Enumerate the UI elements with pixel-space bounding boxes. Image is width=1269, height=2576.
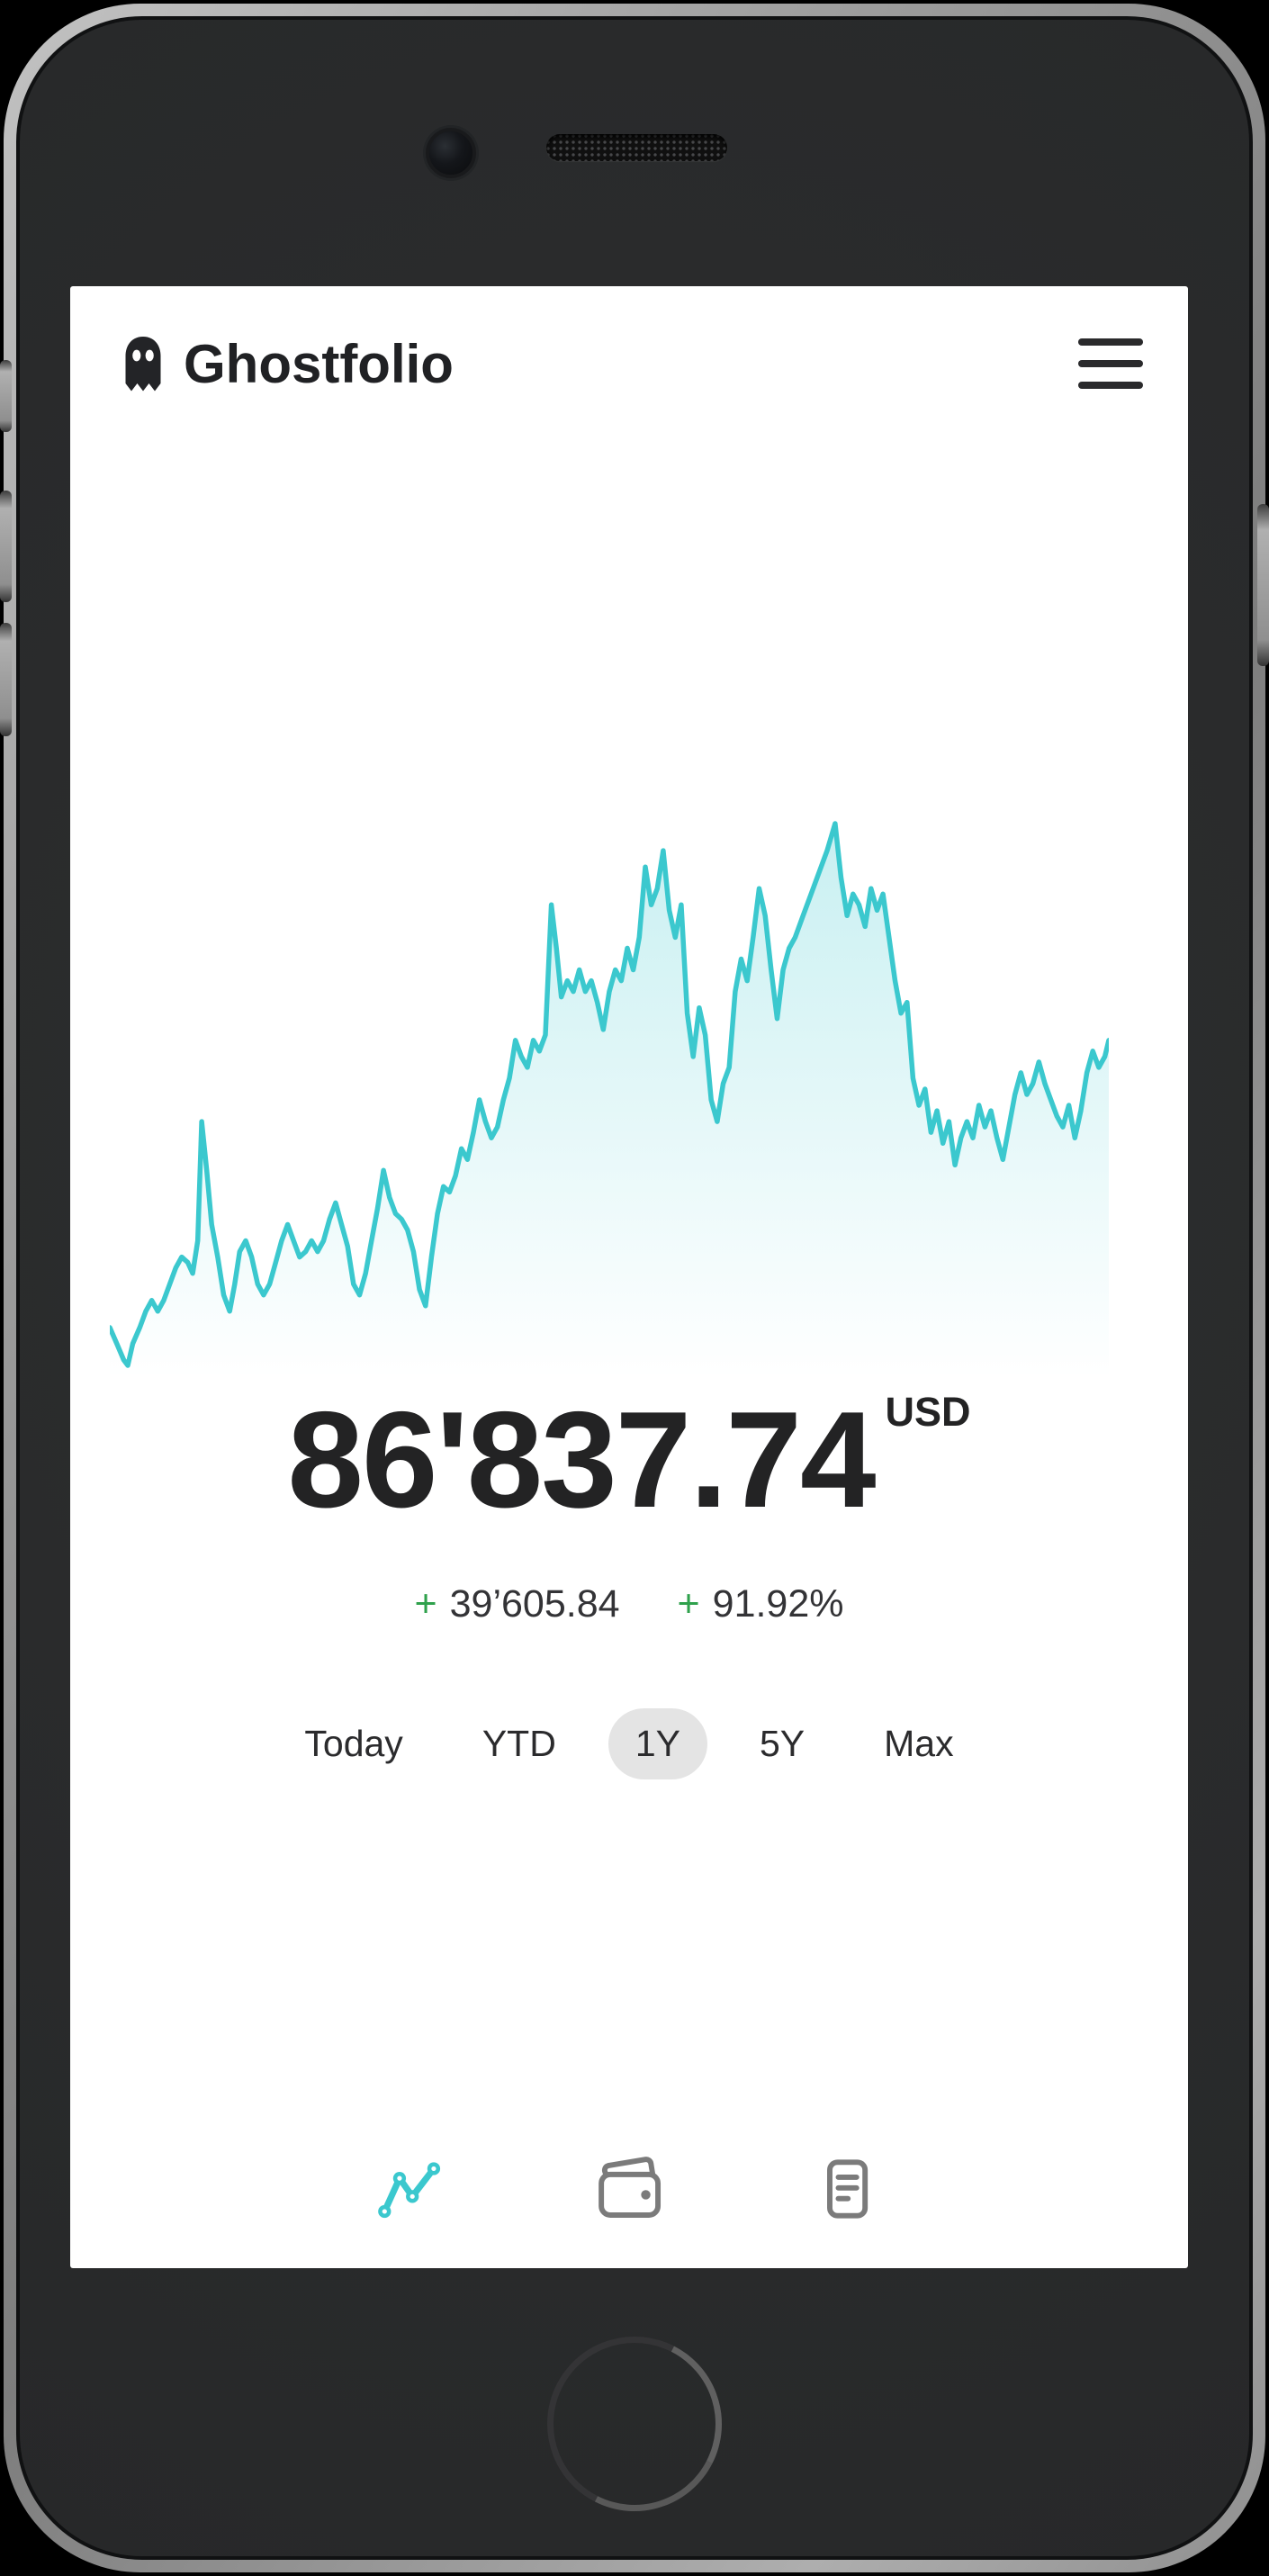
period-max[interactable]: Max [884, 1723, 954, 1764]
chart-area-fill [110, 824, 1109, 1379]
line-chart-icon [378, 2162, 441, 2219]
ghost-icon [125, 337, 161, 392]
portfolio-value-row: 86'837.74 USD [70, 1392, 1188, 1528]
period-5y[interactable]: 5Y [759, 1723, 806, 1764]
earpiece-speaker [546, 134, 727, 161]
plus-sign: + [677, 1582, 700, 1626]
wallet-icon [598, 2157, 662, 2218]
volume-down-button [0, 623, 12, 736]
plus-sign: + [414, 1582, 437, 1626]
phone-screen: Ghostfolio 86'837.74 USD +39’605.84 [70, 286, 1188, 2268]
document-lines-icon [827, 2159, 868, 2219]
change-percent: +91.92% [677, 1582, 844, 1626]
nav-wallet[interactable] [595, 2155, 663, 2223]
volume-up-button [0, 491, 12, 602]
portfolio-value: 86'837.74 [287, 1383, 876, 1536]
period-ytd[interactable]: YTD [482, 1723, 556, 1764]
mute-switch [0, 360, 12, 432]
nav-overview[interactable] [377, 2155, 446, 2223]
portfolio-chart[interactable] [110, 810, 1109, 1379]
portfolio-changes: +39’605.84 +91.92% [70, 1582, 1188, 1626]
period-today[interactable]: Today [304, 1723, 403, 1764]
home-button [547, 2337, 722, 2511]
chart-line [110, 821, 1109, 1368]
period-selector: Today YTD 1Y 5Y Max [70, 1708, 1188, 1779]
nav-transactions[interactable] [813, 2155, 881, 2223]
period-1y[interactable]: 1Y [608, 1708, 708, 1779]
line-chart [110, 821, 1109, 1379]
bottom-navigation [70, 2155, 1188, 2223]
front-camera [426, 128, 476, 178]
power-button [1257, 504, 1269, 666]
hamburger-menu-icon[interactable] [1078, 333, 1143, 394]
app-title: Ghostfolio [184, 333, 454, 394]
app-header: Ghostfolio [70, 286, 1188, 441]
currency-label: USD [885, 1389, 971, 1435]
change-absolute: +39’605.84 [414, 1582, 620, 1626]
